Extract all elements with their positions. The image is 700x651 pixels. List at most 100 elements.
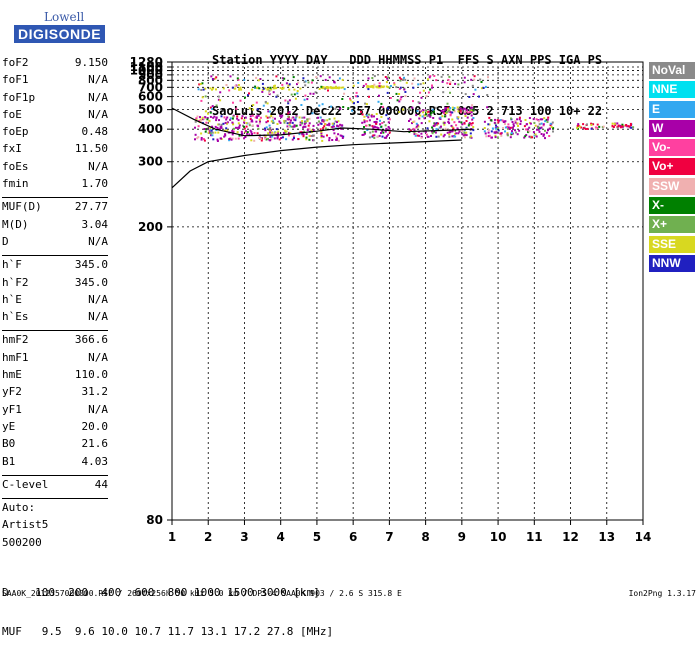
echo-point: [534, 133, 537, 136]
echo-point: [494, 136, 497, 139]
x-tick-label: 4: [277, 530, 285, 544]
echo-point: [203, 139, 206, 142]
echo-point: [324, 78, 327, 81]
echo-point: [308, 134, 311, 137]
echo-point: [301, 133, 304, 136]
echo-point: [482, 87, 485, 89]
echo-point: [417, 83, 420, 86]
echo-point: [232, 123, 235, 126]
echo-point: [367, 88, 370, 91]
echo-point: [239, 99, 242, 102]
echo-point: [474, 88, 477, 91]
echo-point: [508, 128, 511, 130]
echo-point: [207, 112, 209, 115]
echo-point: [279, 121, 282, 124]
echo-point: [463, 81, 466, 84]
echo-point: [293, 125, 296, 128]
echo-point: [374, 126, 377, 128]
echo-point: [416, 134, 419, 137]
echo-point: [202, 88, 205, 91]
echo-point: [274, 131, 277, 134]
echo-point: [324, 127, 327, 130]
echo-point: [590, 123, 593, 126]
echo-point: [308, 127, 311, 130]
legend-item: SSE: [649, 235, 695, 253]
echo-point: [470, 109, 473, 112]
echo-point: [289, 132, 292, 135]
echo-point: [343, 88, 346, 91]
echo-point: [276, 137, 279, 140]
echo-point: [238, 124, 241, 127]
echo-point: [277, 132, 280, 135]
y-tick-label: 400: [138, 122, 163, 136]
param-row: foEs N/A: [2, 160, 108, 177]
echo-point: [335, 137, 338, 140]
echo-point: [452, 108, 455, 111]
echo-point: [483, 120, 486, 123]
echo-point: [442, 135, 445, 138]
echo-point: [577, 123, 580, 126]
echo-cluster: [611, 122, 635, 129]
trace-curve-1: [171, 107, 473, 137]
echo-point: [268, 89, 271, 92]
echo-point: [497, 127, 500, 129]
echo-point: [470, 111, 473, 114]
echo-point: [431, 86, 434, 89]
echo-point: [211, 131, 214, 134]
echo-point: [271, 131, 273, 134]
echo-point: [312, 124, 315, 127]
echo-point: [194, 138, 196, 141]
echo-point: [229, 118, 232, 121]
echo-point: [329, 86, 332, 89]
echo-point: [286, 118, 289, 121]
echo-point: [460, 126, 463, 129]
echo-point: [507, 127, 510, 130]
echo-point: [217, 131, 220, 134]
y-tick-label: 80: [146, 513, 163, 527]
echo-point: [469, 135, 472, 138]
echo-point: [516, 122, 519, 125]
echo-point: [415, 132, 418, 135]
echo-point: [307, 124, 310, 127]
echo-point: [292, 125, 295, 128]
muf-table: D 100 200 400 600 800 1000 1500 3000 [km…: [2, 560, 333, 651]
echo-point: [433, 124, 436, 127]
echo-point: [396, 99, 399, 102]
echo-point: [226, 121, 229, 124]
echo-point: [378, 134, 381, 137]
echo-point: [314, 91, 317, 94]
echo-point: [342, 106, 345, 108]
echo-point: [219, 91, 222, 94]
echo-point: [457, 116, 460, 119]
echo-point: [199, 83, 202, 85]
echo-point: [259, 120, 261, 123]
echo-point: [366, 85, 369, 88]
echo-point: [465, 127, 468, 130]
echo-point: [425, 113, 427, 116]
echo-point: [258, 137, 261, 139]
param-row: fxI 11.50: [2, 142, 108, 159]
echo-point: [470, 114, 473, 117]
echo-point: [429, 75, 432, 78]
echo-point: [399, 98, 402, 101]
echo-point: [484, 85, 487, 88]
echo-point: [365, 83, 368, 86]
echo-point: [211, 88, 213, 91]
param-name: B1: [2, 454, 16, 468]
echo-point: [349, 99, 352, 102]
echo-point: [382, 86, 385, 89]
echo-point: [279, 114, 282, 117]
echo-point: [244, 116, 247, 119]
echo-point: [518, 118, 521, 121]
echo-point: [312, 92, 315, 95]
y-tick-label: 800: [138, 73, 163, 87]
echo-point: [296, 83, 298, 86]
echo-point: [332, 125, 335, 128]
ionogram-chart: 1 2 3 4 5 6 7 8 9 10 11 12 13 14802003004005006007008…: [130, 55, 652, 544]
legend-item: W: [649, 119, 695, 137]
echo-point: [319, 75, 322, 78]
echo-point: [363, 126, 365, 128]
echo-point: [449, 81, 452, 84]
echo-point: [422, 89, 425, 92]
echo-point: [535, 118, 538, 121]
